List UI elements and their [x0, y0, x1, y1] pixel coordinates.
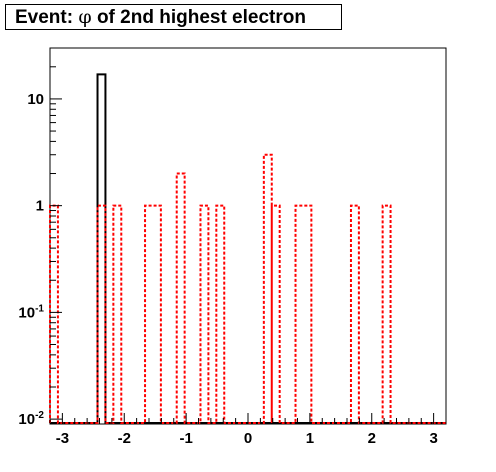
series-1-bin-6	[216, 206, 224, 423]
series-0-outline	[50, 73, 446, 424]
x-tick-label: -3	[56, 430, 69, 447]
plot-frame	[49, 47, 447, 425]
series-1-bin-1	[98, 206, 106, 423]
series-1-bin-5	[200, 206, 208, 423]
series-1-bin-11	[383, 206, 391, 423]
series-1-outline	[49, 153, 446, 424]
y-tick-label: 1	[36, 198, 44, 215]
series-1-bin-7	[264, 155, 272, 423]
y-tick-label: 10	[27, 91, 44, 108]
x-tick-label: 0	[244, 430, 252, 447]
chart-title-prefix: Event:	[15, 7, 79, 28]
y-tick-label: 10-2	[18, 410, 44, 428]
series-1-bin-10	[351, 206, 359, 423]
chart-title: Event: φ of 2nd highest electron	[5, 4, 342, 30]
x-tick-label: 1	[306, 430, 314, 447]
series-1-bin-8	[272, 206, 280, 423]
series-1-bin-2	[113, 206, 121, 423]
x-tick-label: 2	[368, 430, 376, 447]
x-tick-label: -1	[179, 430, 192, 447]
x-tick-label: -2	[118, 430, 131, 447]
series-1-bin-3	[145, 206, 161, 423]
x-tick-label: 3	[429, 430, 437, 447]
series-1-bin-4	[177, 174, 185, 423]
series-0-bin-0	[98, 74, 106, 423]
series-1-bin-9	[296, 206, 312, 423]
y-tick-label: 10-1	[18, 303, 44, 321]
chart-title-suffix: of 2nd highest electron	[91, 7, 306, 28]
phi-symbol: φ	[78, 6, 92, 28]
